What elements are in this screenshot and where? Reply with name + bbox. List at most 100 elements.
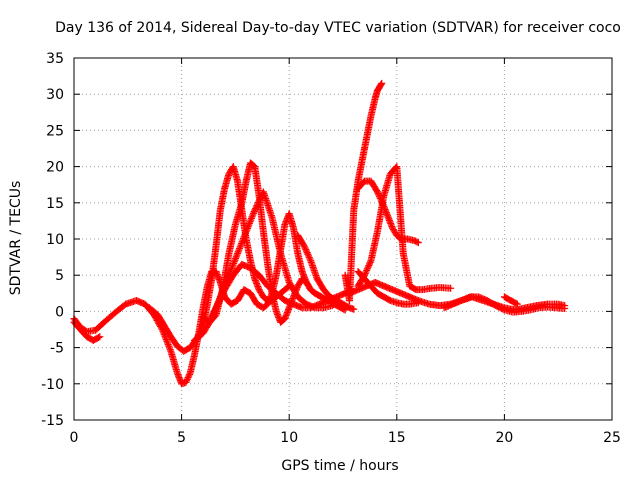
data-point	[317, 293, 325, 301]
data-point	[512, 299, 520, 307]
series-arc-3	[199, 159, 325, 326]
data-point	[246, 218, 254, 226]
data-point	[213, 302, 221, 310]
data-point	[207, 314, 215, 322]
data-point	[251, 206, 259, 214]
data-point	[214, 299, 222, 307]
data-point	[247, 214, 255, 222]
data-point	[241, 231, 249, 239]
data-point	[218, 292, 226, 300]
data-point	[210, 308, 218, 316]
data-point	[239, 236, 247, 244]
data-point	[236, 244, 244, 252]
data-point	[304, 250, 312, 258]
data-point	[240, 233, 248, 241]
data-point	[234, 248, 242, 256]
data-point	[161, 332, 169, 340]
data-point	[249, 211, 257, 219]
chart-title: Day 136 of 2014, Sidereal Day-to-day VTE…	[55, 20, 621, 36]
series-arc-10	[354, 163, 455, 294]
data-point	[305, 252, 313, 260]
data-point	[249, 209, 257, 217]
y-tick-label: -5	[50, 341, 64, 357]
data-point	[166, 344, 174, 352]
data-point	[302, 245, 310, 253]
data-point	[182, 378, 190, 386]
data-point	[363, 265, 371, 273]
data-point	[164, 341, 172, 349]
data-point	[362, 268, 370, 276]
data-point	[206, 316, 214, 324]
data-point	[302, 247, 310, 255]
data-point	[184, 374, 192, 382]
data-point	[212, 304, 220, 312]
data-point	[216, 296, 224, 304]
data-point	[366, 260, 374, 268]
data-point	[232, 253, 240, 261]
data-point	[166, 346, 174, 354]
data-point	[243, 224, 251, 232]
plot-frame	[73, 57, 613, 421]
data-point	[374, 190, 382, 198]
data-point	[245, 219, 253, 227]
data-point	[185, 371, 193, 379]
data-point	[414, 239, 422, 247]
data-point	[244, 223, 252, 231]
data-point	[243, 226, 251, 234]
data-point	[218, 290, 226, 298]
axis-ticks: 0 5 10 15 20 25 -15 -10 -5 0 5 10 15 20 25 30 35	[41, 51, 621, 446]
data-point	[561, 305, 569, 313]
data-point	[378, 79, 386, 87]
data-point	[229, 261, 237, 269]
series-arc-5	[203, 260, 356, 330]
data-point	[242, 228, 250, 236]
data-point	[163, 337, 171, 345]
data-point	[377, 81, 385, 89]
data-point	[230, 260, 238, 268]
y-tick-label: 20	[46, 160, 64, 176]
data-point	[254, 200, 262, 208]
data-point	[253, 202, 261, 210]
data-point	[255, 197, 263, 205]
series-arc-12	[440, 293, 569, 316]
data-point	[164, 339, 172, 347]
x-tick-label: 5	[177, 430, 186, 446]
data-point	[513, 300, 521, 308]
data-point	[233, 251, 241, 259]
data-point	[303, 249, 311, 257]
series-arc-7	[341, 79, 386, 305]
series-arc-2	[145, 163, 293, 355]
data-point	[366, 258, 374, 266]
y-tick-label: -10	[41, 377, 64, 393]
data-point	[216, 295, 224, 303]
data-point	[245, 221, 253, 229]
data-point	[361, 270, 369, 278]
series-arc-8	[354, 177, 422, 247]
y-tick-label: 0	[55, 304, 64, 320]
data-point	[364, 263, 372, 271]
data-point	[206, 317, 214, 325]
data-point	[447, 284, 455, 292]
data-point	[183, 375, 191, 383]
data-point	[205, 319, 213, 327]
data-point	[499, 305, 507, 313]
data-point	[232, 254, 240, 262]
data-point	[413, 238, 421, 246]
data-point	[252, 203, 260, 211]
data-point	[185, 372, 193, 380]
y-tick-label: 15	[46, 196, 64, 212]
y-tick-label: 25	[46, 123, 64, 139]
data-point	[162, 336, 170, 344]
data-point	[235, 246, 243, 254]
series-arc-6	[294, 231, 358, 313]
data-point	[301, 244, 309, 252]
data-point	[208, 311, 216, 319]
data-point	[208, 313, 216, 321]
data-point	[228, 263, 236, 271]
x-tick-label: 20	[495, 430, 513, 446]
data-point	[95, 333, 103, 341]
data-point	[257, 194, 265, 202]
data-point	[316, 292, 324, 300]
y-tick-label: 30	[46, 87, 64, 103]
data-point	[211, 307, 219, 315]
